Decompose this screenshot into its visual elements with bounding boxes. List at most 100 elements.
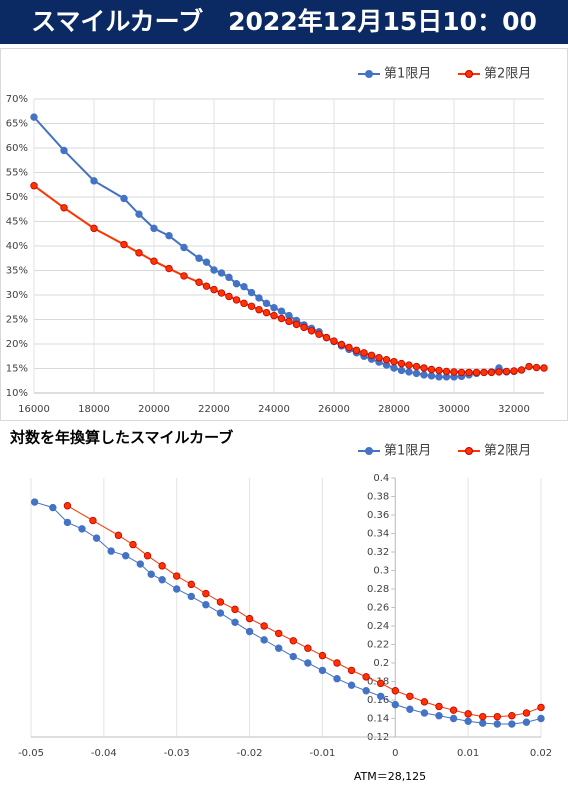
data-point (150, 257, 158, 265)
data-point (537, 714, 545, 723)
x-tick-label: 0.02 (530, 748, 552, 759)
data-point (465, 368, 473, 377)
data-point (493, 712, 501, 721)
y-tick-label: 40% (6, 241, 28, 252)
data-point (270, 304, 278, 312)
data-point (30, 113, 38, 121)
x-tick-label: -0.04 (91, 748, 117, 759)
data-point (333, 659, 341, 667)
data-point (318, 651, 327, 660)
data-point (330, 337, 338, 345)
data-point (289, 652, 297, 661)
data-point (202, 282, 211, 290)
data-point (122, 551, 130, 560)
data-point (457, 368, 466, 377)
data-point (120, 194, 128, 203)
x-tick-label: 0.01 (457, 748, 479, 759)
x-tick-label: 20000 (138, 404, 170, 415)
data-point (510, 367, 518, 375)
y-tick-label: 0.34 (367, 529, 389, 540)
x-tick-label: 22000 (198, 404, 230, 415)
data-point (120, 240, 128, 249)
y-tick-label: 0.22 (367, 640, 389, 651)
y-tick-label: 0.3 (373, 566, 389, 577)
data-point (347, 666, 356, 675)
data-point (464, 717, 472, 725)
data-point (397, 366, 406, 375)
data-point (435, 712, 443, 720)
data-point (89, 516, 97, 525)
data-point (502, 367, 511, 376)
data-point (202, 601, 210, 609)
data-point (63, 502, 72, 510)
data-point (136, 560, 144, 568)
data-point (345, 343, 353, 352)
data-point (493, 720, 501, 728)
data-point (135, 210, 143, 218)
data-point (487, 368, 496, 377)
data-point (245, 627, 254, 636)
data-point (347, 681, 356, 689)
y-tick-label: 70% (6, 94, 28, 105)
data-point (427, 365, 436, 374)
legend-label: 第1限月 (384, 444, 431, 459)
data-point (315, 330, 323, 338)
y-tick-label: 0.4 (373, 473, 389, 484)
data-point (435, 373, 443, 381)
data-point (135, 249, 143, 257)
data-point (195, 254, 203, 262)
chart-border (0, 48, 568, 421)
data-point (450, 368, 458, 376)
data-point (60, 146, 68, 155)
chart-title: 対数を年換算したスマイルカーブ (9, 429, 233, 447)
data-point (107, 547, 115, 555)
data-point (158, 562, 166, 570)
data-point (78, 525, 86, 533)
y-tick-label: 20% (6, 339, 28, 350)
data-point (375, 354, 383, 362)
x-tick-label: 0 (392, 748, 398, 759)
data-point (143, 551, 152, 560)
data-point (231, 618, 239, 626)
y-tick-label: 45% (6, 217, 28, 228)
y-tick-label: 0.14 (367, 714, 389, 725)
data-point (420, 364, 428, 372)
x-tick-label: 16000 (18, 404, 50, 415)
data-point (420, 371, 428, 379)
y-tick-label: 55% (6, 168, 28, 179)
y-tick-label: 0.36 (367, 510, 389, 521)
data-point (262, 308, 271, 317)
data-point (508, 712, 516, 720)
data-point (129, 540, 137, 549)
data-point (522, 709, 531, 717)
data-point (285, 317, 293, 326)
data-point (362, 673, 370, 681)
x-tick-label: 26000 (318, 404, 350, 415)
data-point (165, 264, 173, 273)
data-point (216, 598, 225, 606)
data-point (210, 266, 218, 274)
y-tick-label: 15% (6, 364, 28, 375)
x-tick-label: -0.05 (18, 748, 44, 759)
data-point (232, 296, 241, 304)
data-point (479, 712, 487, 721)
data-point (508, 720, 516, 728)
data-point (240, 282, 248, 291)
data-point (275, 644, 283, 652)
data-point (382, 355, 391, 364)
legend-label: 第2限月 (484, 444, 531, 459)
data-point (90, 224, 98, 233)
data-point (30, 182, 38, 190)
data-point (406, 705, 414, 713)
data-point (232, 280, 241, 288)
data-point (406, 692, 414, 700)
data-point (216, 609, 225, 617)
data-point (449, 714, 458, 723)
y-tick-label: 25% (6, 315, 28, 326)
data-point (304, 659, 312, 667)
data-point (442, 367, 451, 376)
data-point (405, 361, 413, 369)
data-point (173, 572, 181, 580)
y-tick-label: 0.28 (367, 584, 389, 595)
